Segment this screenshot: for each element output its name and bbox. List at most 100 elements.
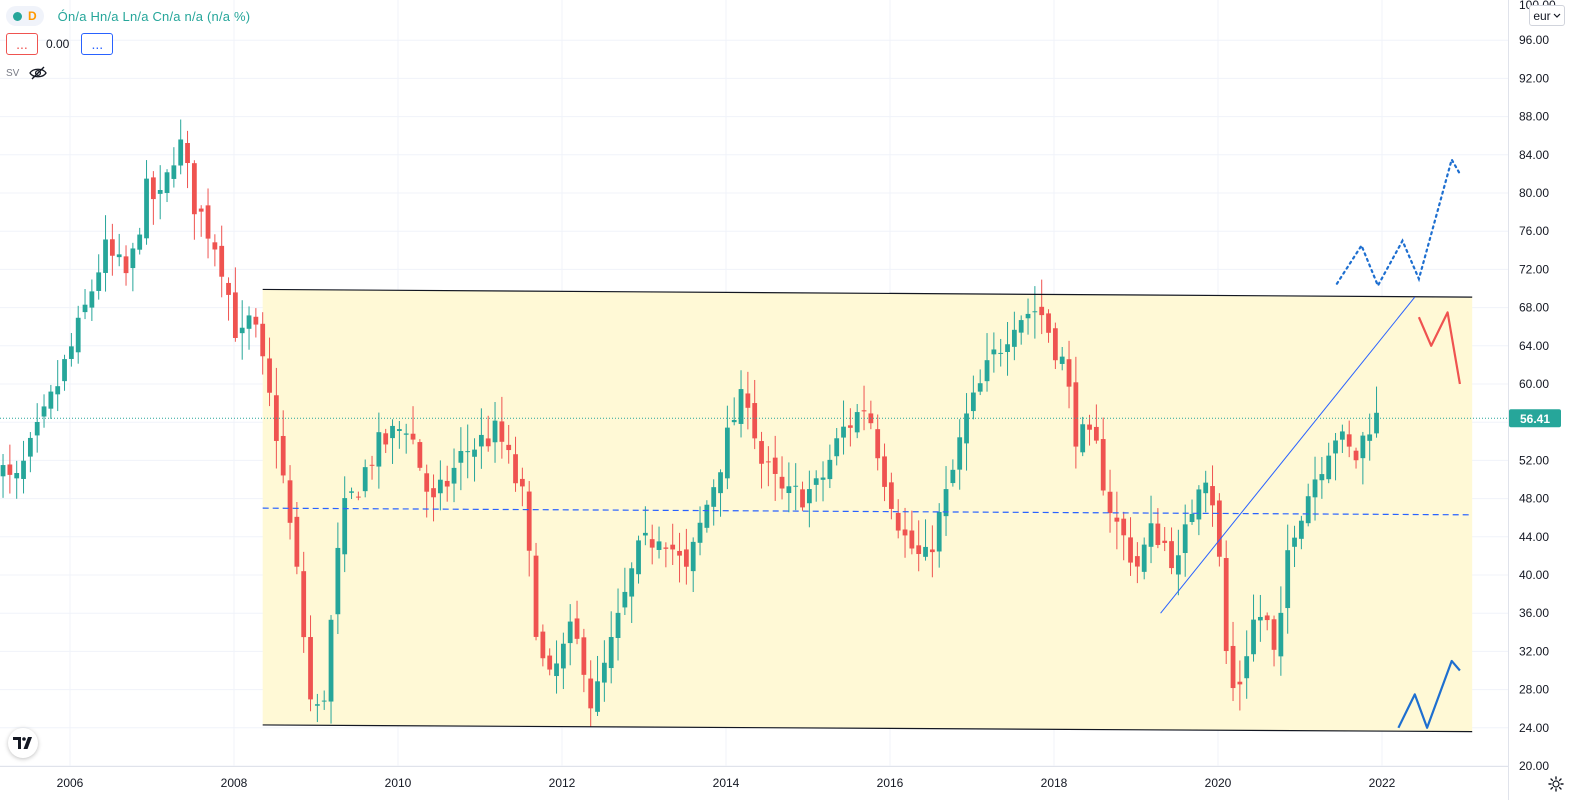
- candle-down: [150, 171, 156, 225]
- candle-up: [376, 412, 382, 489]
- candle-down: [909, 510, 915, 555]
- candle-body: [185, 143, 190, 164]
- time-tick-label: 2010: [385, 776, 412, 790]
- candle-body: [198, 208, 204, 212]
- candle-down: [410, 406, 416, 445]
- candle-body: [820, 477, 826, 480]
- eye-hidden-icon[interactable]: [29, 66, 48, 80]
- candle-down: [253, 308, 259, 338]
- candle-down: [670, 523, 676, 565]
- candle-up: [1333, 433, 1338, 481]
- price-tick-label: 20.00: [1519, 759, 1549, 773]
- candle-body: [895, 512, 901, 531]
- candle-body: [150, 177, 156, 200]
- candle-up: [96, 254, 102, 300]
- candle-down: [301, 551, 307, 653]
- candle-body: [1018, 320, 1024, 333]
- candle-body: [902, 529, 908, 536]
- price-axis[interactable]: 96.00 92.00 88.00 84.00 80.00 76.00 72.00 68.00…: [1508, 0, 1562, 800]
- candle-body: [14, 473, 20, 479]
- candle-up: [1319, 457, 1325, 499]
- candle-body: [718, 472, 723, 494]
- candle-body: [21, 460, 26, 479]
- candle-body: [1128, 537, 1133, 563]
- candle-up: [1059, 347, 1065, 371]
- candle-down: [1353, 447, 1359, 469]
- candle-down: [1046, 309, 1051, 343]
- candle-up: [492, 402, 498, 463]
- candle-body: [499, 421, 505, 442]
- candle-up: [923, 519, 928, 561]
- candle-body: [875, 429, 881, 459]
- candle-body: [1326, 455, 1332, 480]
- indicator-settings-button-red[interactable]: ...: [6, 33, 38, 55]
- candle-up: [157, 165, 163, 220]
- candle-up: [970, 375, 976, 420]
- candle-body: [888, 482, 894, 509]
- candle-body: [431, 488, 436, 498]
- candle-up: [1141, 537, 1147, 580]
- candle-up: [711, 479, 717, 526]
- candle-body: [1046, 313, 1051, 333]
- price-tick-label: 28.00: [1519, 683, 1549, 697]
- indicator-settings-button-blue[interactable]: ...: [81, 33, 114, 55]
- projection-down: [1417, 311, 1461, 385]
- candle-body: [649, 539, 655, 548]
- candle-up: [14, 460, 20, 499]
- candle-body: [943, 489, 949, 517]
- candle-down: [267, 337, 272, 407]
- candle-body: [342, 498, 348, 555]
- symbol-pill[interactable]: D: [6, 6, 44, 26]
- candle-body: [1032, 311, 1038, 313]
- candle-up: [991, 332, 997, 373]
- candle-down: [109, 223, 115, 276]
- candle-up: [731, 397, 737, 426]
- settings-gear-icon[interactable]: [1548, 776, 1564, 792]
- candle-down: [1121, 511, 1127, 561]
- candle-up: [1011, 311, 1017, 361]
- candle-body: [581, 637, 587, 675]
- candle-down: [499, 396, 505, 459]
- candle-down: [1073, 356, 1079, 469]
- candle-body: [1305, 496, 1311, 524]
- candle-down: [506, 424, 512, 464]
- candle-down: [198, 205, 204, 237]
- candle-body: [677, 550, 682, 556]
- candle-body: [567, 621, 573, 644]
- candle-body: [923, 546, 928, 557]
- candle-body: [1121, 518, 1127, 536]
- candle-body: [827, 459, 833, 480]
- candle-body: [376, 432, 382, 467]
- candle-body: [731, 420, 737, 423]
- candle-up: [964, 393, 969, 471]
- candle-body: [724, 427, 730, 479]
- price-tick-label: 24.00: [1519, 721, 1549, 735]
- candle-up: [622, 567, 628, 616]
- candle-body: [1175, 555, 1181, 575]
- candle-up: [314, 693, 320, 723]
- candle-body: [68, 346, 74, 359]
- interval-label[interactable]: D: [28, 9, 37, 23]
- candle-up: [328, 615, 334, 724]
- candle-body: [1039, 306, 1045, 316]
- candle-body: [232, 292, 238, 338]
- candle-down: [929, 525, 935, 578]
- tradingview-logo[interactable]: [8, 728, 38, 758]
- candle-up: [601, 640, 607, 702]
- candle-body: [882, 456, 887, 487]
- candle-up: [62, 354, 67, 391]
- candle-body: [1169, 541, 1174, 569]
- candle-up: [977, 369, 983, 396]
- projection-up-dotted: [1335, 156, 1462, 289]
- candle-up: [1005, 321, 1010, 376]
- candle-body: [1360, 435, 1366, 459]
- candle-up: [704, 500, 710, 533]
- candle-body: [349, 491, 354, 493]
- currency-select[interactable]: eur: [1529, 5, 1565, 26]
- candle-down: [1223, 540, 1229, 664]
- candle-up: [793, 463, 799, 511]
- candle-up: [465, 424, 471, 479]
- time-axis[interactable]: 2006 2008 2010 2012 2014 2016 2018 2020 2022: [0, 766, 1508, 791]
- candle-up: [1312, 456, 1318, 521]
